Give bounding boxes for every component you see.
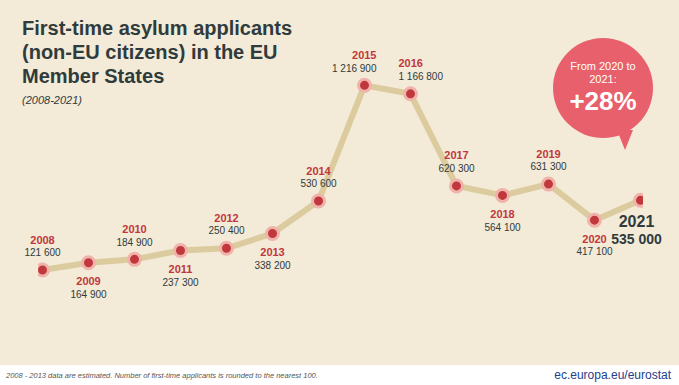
svg-text:2019: 2019 [536, 148, 560, 160]
svg-text:237 300: 237 300 [162, 277, 199, 288]
svg-text:417 100: 417 100 [576, 246, 613, 257]
svg-text:2018: 2018 [490, 208, 514, 220]
html-text:2008 - 2013 data are estimated: 2008 - 2013 data are estimated. Number o… [6, 371, 318, 380]
html-text:+28%: +28% [569, 86, 637, 116]
svg-text:2021: 2021 [619, 213, 655, 230]
svg-text:2014: 2014 [306, 165, 331, 177]
svg-text:530 600: 530 600 [300, 178, 337, 189]
svg-text:184 900: 184 900 [116, 237, 153, 248]
svg-text:2009: 2009 [76, 275, 100, 287]
svg-text:338 200: 338 200 [254, 260, 291, 271]
html-text:First-time asylum applicants (: First-time asylum applicants (non-EU cit… [22, 17, 293, 87]
svg-text:2008: 2008 [30, 234, 54, 246]
svg-text:250 400: 250 400 [208, 225, 245, 236]
svg-text:2017: 2017 [444, 149, 468, 161]
html-text:(2008-2021): (2008-2021) [22, 94, 82, 106]
svg-text:2011: 2011 [169, 263, 193, 275]
svg-text:2010: 2010 [122, 223, 146, 235]
svg-text:2020: 2020 [582, 233, 606, 245]
svg-text:564 100: 564 100 [484, 222, 521, 233]
svg-text:2015: 2015 [352, 49, 376, 61]
svg-text:121 600: 121 600 [24, 247, 61, 258]
svg-text:164 900: 164 900 [70, 289, 107, 300]
svg-text:2016: 2016 [399, 57, 423, 69]
svg-text:1 216 900: 1 216 900 [332, 63, 377, 74]
svg-text:631 300: 631 300 [530, 161, 567, 172]
svg-text:620 300: 620 300 [438, 163, 475, 174]
svg-text:2013: 2013 [260, 246, 284, 258]
svg-text:2012: 2012 [214, 212, 238, 224]
html-text:From 2020 to 2021:: From 2020 to 2021: [570, 60, 636, 85]
svg-text:1 166 800: 1 166 800 [399, 71, 444, 82]
html-text:ec.europa.eu/eurostat: ec.europa.eu/eurostat [554, 368, 671, 382]
svg-text:535 000: 535 000 [611, 231, 662, 247]
